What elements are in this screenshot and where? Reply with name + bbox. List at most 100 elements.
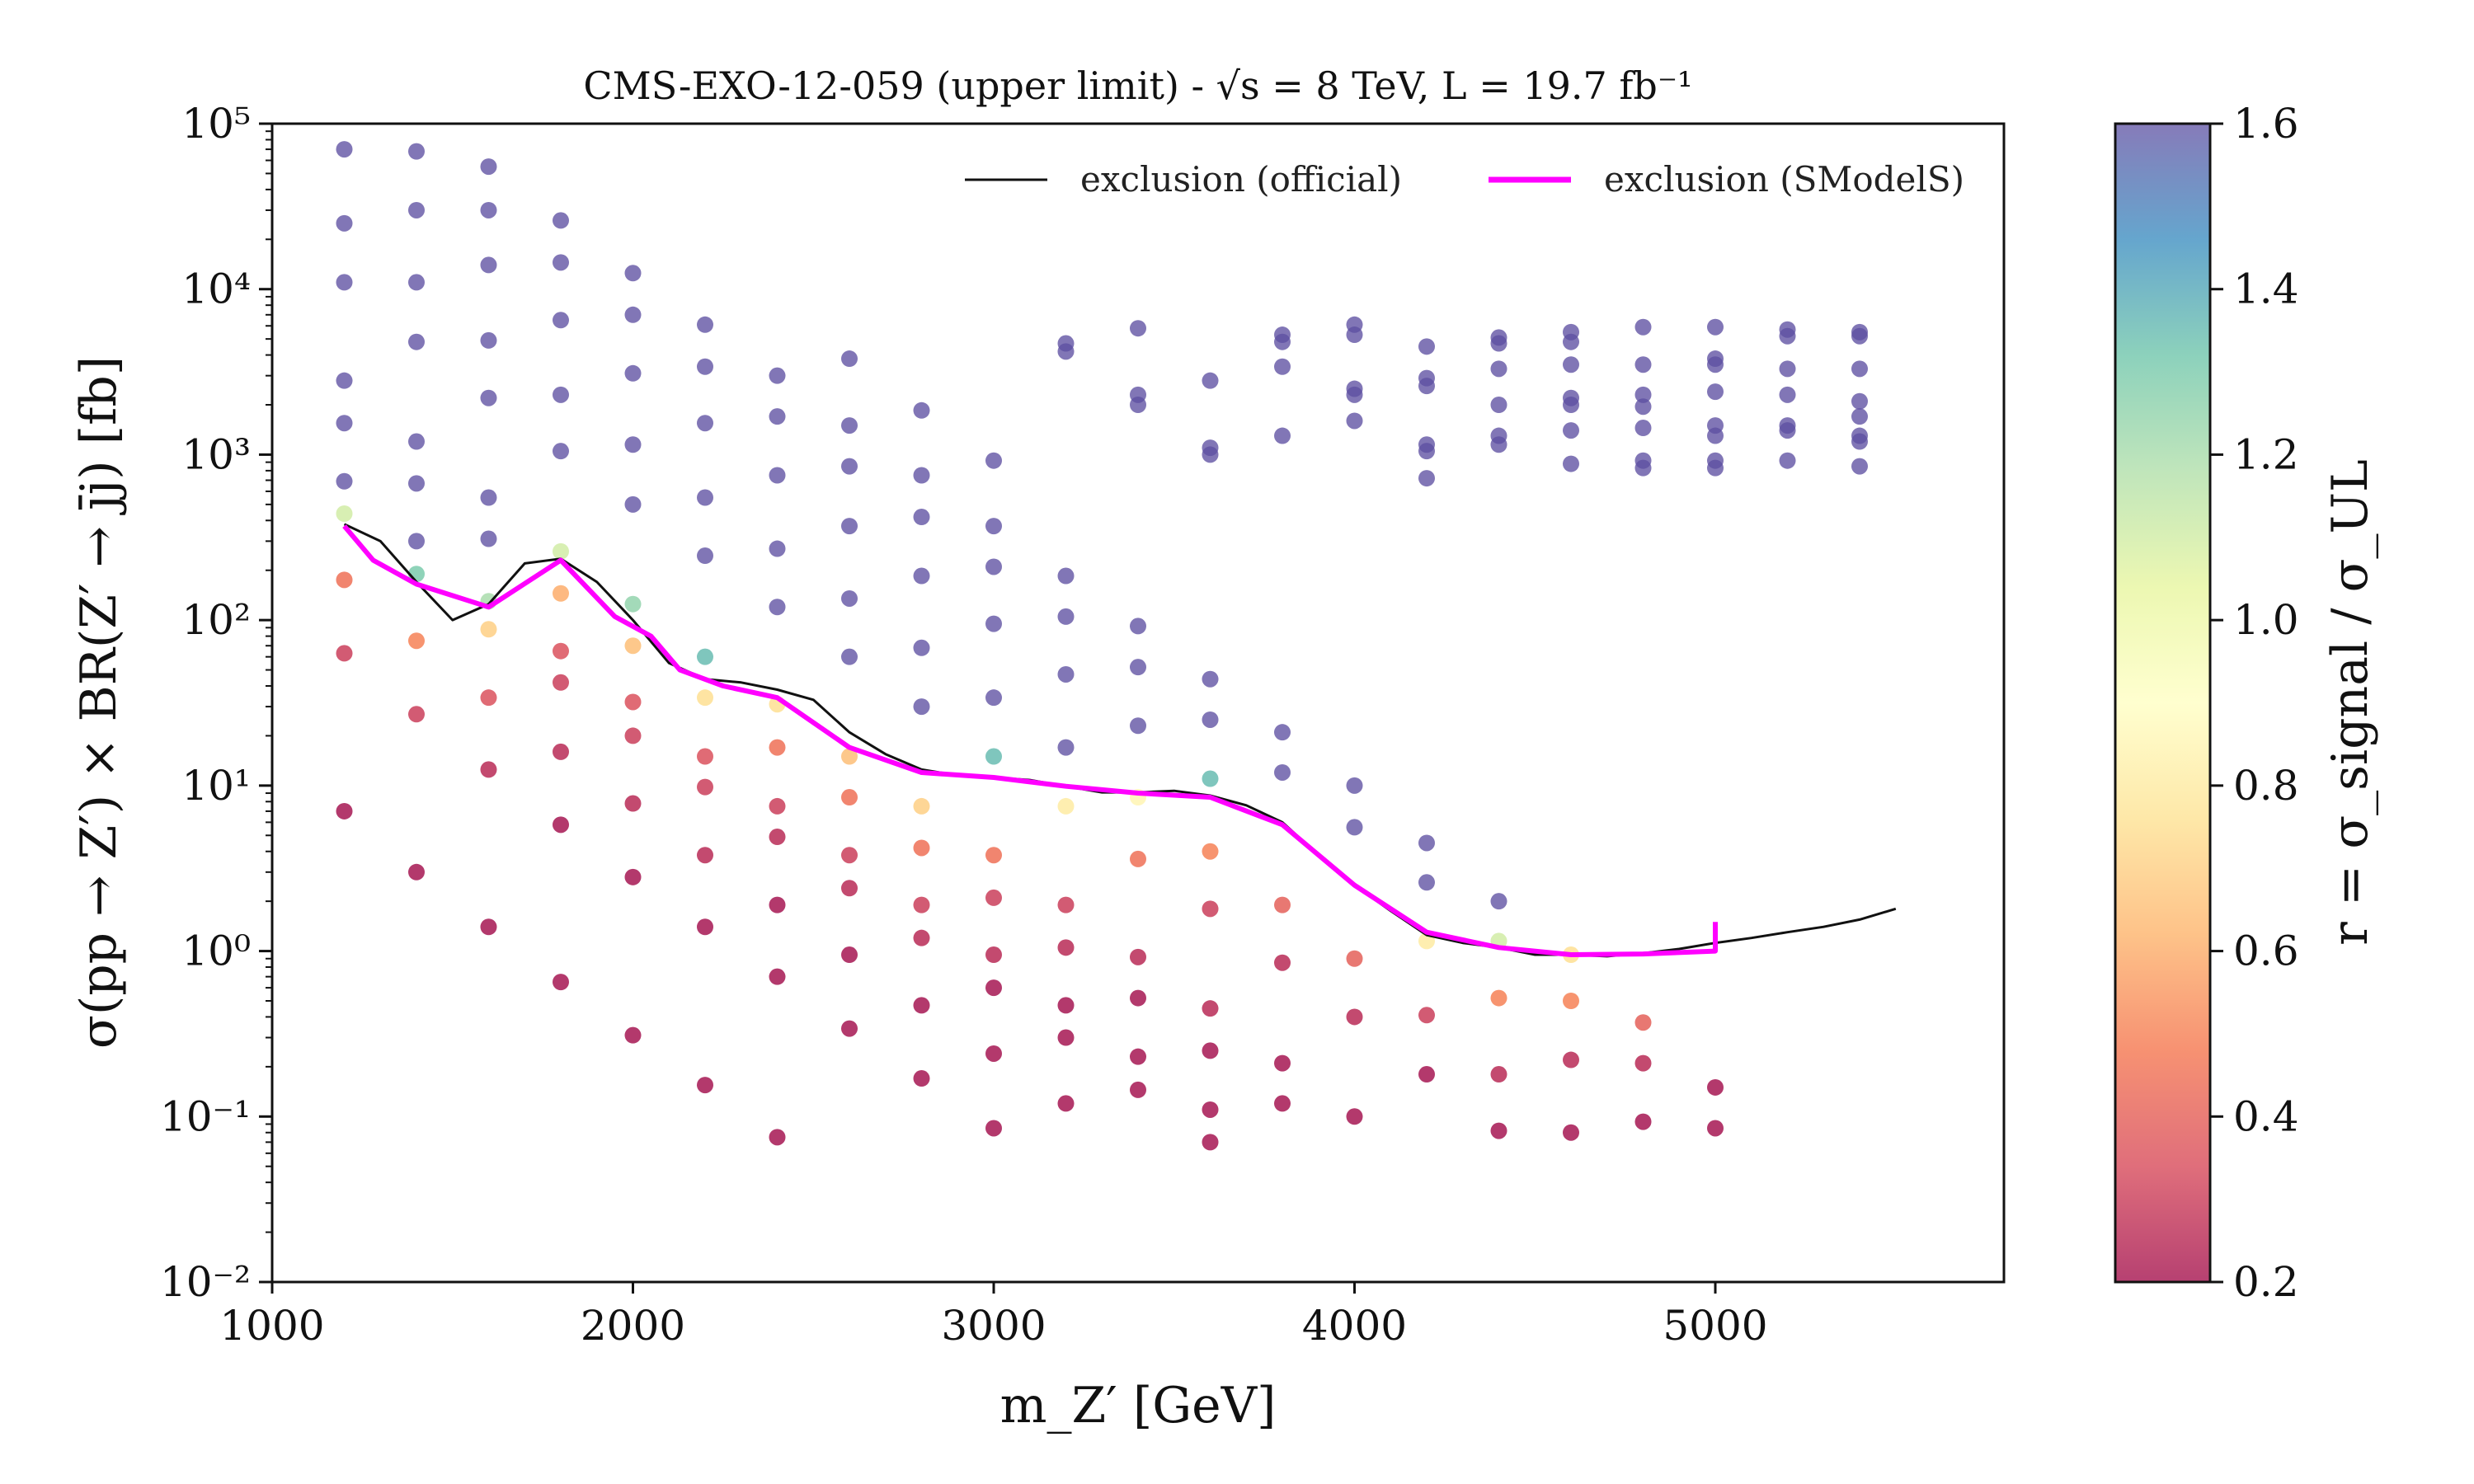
y-tick-label: 10² (181, 596, 251, 644)
data-point (624, 868, 642, 885)
data-point (697, 778, 713, 796)
data-point (624, 436, 642, 453)
data-point (1202, 711, 1219, 728)
data-point (624, 265, 642, 282)
data-point (1418, 338, 1435, 355)
data-point (769, 408, 786, 425)
data-point (841, 847, 858, 864)
data-point (1707, 427, 1724, 444)
data-point (1418, 443, 1435, 460)
data-point (1274, 333, 1291, 350)
data-point (408, 706, 425, 723)
y-tick-label: 10⁴ (181, 265, 251, 313)
data-point (1634, 420, 1652, 437)
data-point (697, 847, 713, 864)
data-point (913, 1070, 930, 1087)
data-point (985, 979, 1002, 997)
data-point (624, 727, 642, 744)
data-point (1707, 1078, 1724, 1096)
data-point (985, 558, 1002, 575)
data-point (1418, 1066, 1435, 1083)
data-point (913, 839, 930, 857)
x-axis-label: m_Z′ [GeV] (1000, 1377, 1277, 1435)
data-point (408, 201, 425, 218)
data-point (1634, 356, 1652, 373)
data-point (769, 797, 786, 815)
data-point (336, 415, 353, 432)
data-point (480, 331, 497, 349)
data-point (913, 797, 930, 815)
data-point (1490, 436, 1507, 453)
data-point (336, 505, 353, 522)
data-point (697, 1077, 713, 1094)
data-point (769, 896, 786, 913)
data-point (336, 141, 353, 158)
y-tick-label: 10¹ (181, 762, 251, 810)
data-point (1202, 446, 1219, 463)
data-point (1634, 318, 1652, 336)
data-point (841, 748, 858, 765)
data-point (1057, 997, 1075, 1014)
data-point (841, 648, 858, 665)
data-point (697, 748, 713, 765)
data-point (985, 748, 1002, 765)
data-point (408, 863, 425, 881)
data-point (553, 816, 569, 834)
data-point (985, 518, 1002, 535)
data-point (336, 645, 353, 662)
data-point (1202, 1042, 1219, 1059)
data-point (1563, 397, 1579, 414)
colorbar-tick-label: 0.8 (2233, 762, 2299, 810)
data-point (1202, 900, 1219, 918)
data-point (1057, 1029, 1075, 1046)
data-point (1346, 326, 1363, 344)
data-point (624, 1026, 642, 1044)
y-axis-label: σ(pp → Z′) × BR(Z′ → j̄j) [fb] (70, 356, 128, 1049)
colorbar: 0.2 0.4 0.6 0.8 1.0 1.2 1.4 1.6 r = σ_signal / … (2114, 100, 2379, 1306)
data-point (985, 615, 1002, 632)
data-point (769, 968, 786, 985)
data-point (697, 316, 713, 333)
data-point (336, 802, 353, 819)
data-point (553, 642, 569, 660)
plot-frame (270, 122, 2006, 1284)
data-point (553, 443, 569, 460)
data-point (985, 1045, 1002, 1062)
y-axis-ticks: 10⁻² 10⁻¹ 10⁰ 10¹ 10² 10³ 10⁴ 10⁵ (160, 100, 272, 1306)
colorbar-tick-label: 0.4 (2233, 1092, 2299, 1140)
data-point (480, 256, 497, 274)
data-point (1707, 318, 1724, 336)
data-point (1563, 992, 1579, 1009)
data-point (1057, 567, 1075, 585)
data-point (697, 648, 713, 665)
data-point (1634, 1054, 1652, 1072)
data-point (841, 589, 858, 607)
data-point (1057, 1095, 1075, 1112)
data-point (1490, 893, 1507, 910)
data-point (1057, 665, 1075, 683)
data-point (408, 533, 425, 550)
data-point (480, 689, 497, 707)
data-point (1346, 950, 1363, 967)
chart-title: CMS-EXO-12-059 (upper limit) - √s = 8 Te… (583, 63, 1692, 108)
data-point (624, 495, 642, 513)
data-point (480, 761, 497, 778)
data-point (1418, 834, 1435, 852)
data-point (769, 467, 786, 484)
y-tick-label: 10³ (181, 430, 251, 478)
data-point (480, 918, 497, 936)
data-point (1563, 356, 1579, 373)
data-point (1634, 1113, 1652, 1130)
data-point (1274, 896, 1291, 913)
data-point (1634, 459, 1652, 477)
data-point (1634, 386, 1652, 403)
y-tick-label: 10⁵ (181, 100, 251, 148)
data-point (913, 467, 930, 484)
y-tick-label: 10⁻² (160, 1258, 251, 1306)
data-point (1057, 797, 1075, 815)
data-point (408, 632, 425, 650)
data-point (985, 452, 1002, 469)
data-point (1779, 452, 1796, 469)
legend-label-official: exclusion (official) (1080, 159, 1402, 200)
